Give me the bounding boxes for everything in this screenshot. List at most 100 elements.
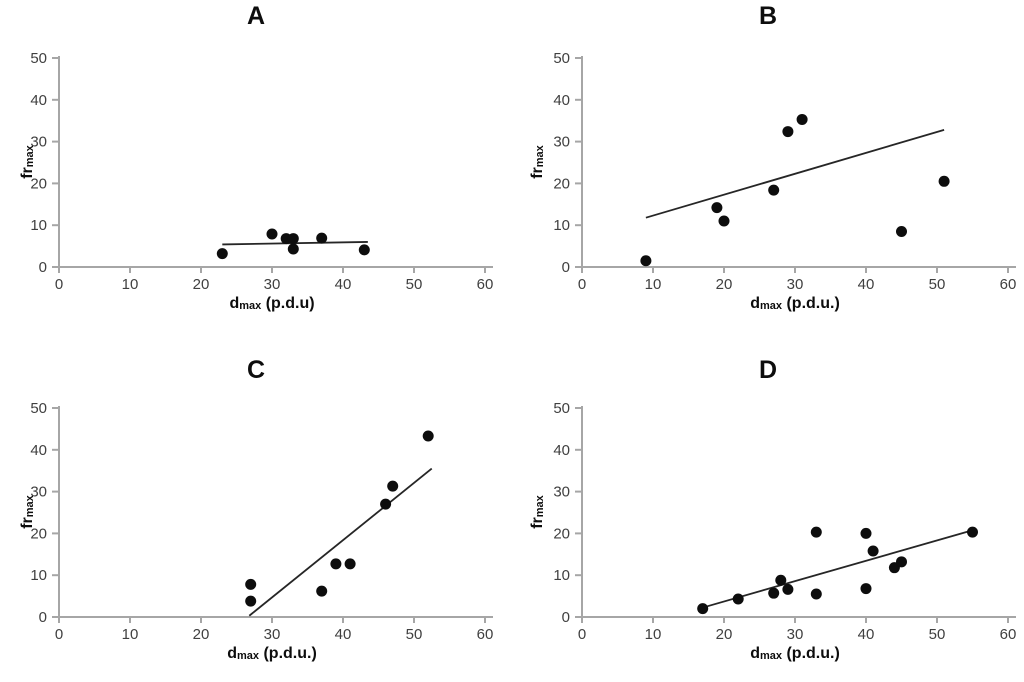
y-tick-label: 30 [553,484,570,501]
panel-title-d: D [758,356,778,384]
y-tick-label: 0 [562,609,570,626]
y-tick-label: 10 [30,217,47,234]
x-tick-label: 10 [122,626,139,643]
y-tick-label: 30 [30,484,47,501]
y-tick-label: 40 [553,92,570,109]
data-point [316,232,328,244]
y-axis-label-sub: max [534,145,546,168]
y-tick-label: 10 [553,217,570,234]
data-point [287,233,299,245]
data-point [245,595,257,607]
y-tick-label: 50 [553,400,570,417]
x-tick-label: 40 [858,626,875,643]
data-point [245,578,257,590]
y-axis-label-c: frmax [18,457,38,567]
y-tick-label: 50 [30,400,47,417]
y-axis-label-main: fr [529,517,546,529]
x-tick-label: 60 [477,276,494,293]
x-axis-label-sub: max [239,300,262,312]
x-tick-label: 30 [264,626,281,643]
data-point [768,184,780,196]
x-tick-label: 50 [929,626,946,643]
data-point [896,556,907,568]
data-point [860,527,872,539]
y-axis-label-main: fr [19,517,36,529]
y-axis-label-b: frmax [528,107,548,217]
data-point [768,587,780,599]
x-tick-label: 60 [477,626,494,643]
y-tick-label: 20 [553,525,570,542]
x-axis-label-sub: max [236,650,260,662]
x-tick-label: 50 [929,276,946,293]
data-point [266,228,278,240]
scatter-plot-c: 0 10 20 30 40 50 60 0 10 20 30 40 50 [30,400,494,643]
y-tick-label: 0 [562,259,570,276]
x-tick-label: 10 [122,276,139,293]
data-point [316,585,328,597]
y-tick-label: 20 [553,175,570,192]
x-tick-label: 40 [335,276,352,293]
y-axis-label-a: frmax [18,107,38,217]
x-tick-label: 10 [645,626,662,643]
panel-c: 0 10 20 30 40 50 60 0 10 20 30 40 50 C frmax dmax (p… [0,341,512,682]
data-point [782,583,794,595]
y-axis-label-sub: max [24,145,36,168]
data-point [718,215,730,227]
x-tick-label: 30 [787,276,804,293]
data-point [387,480,399,492]
x-axis-label-unit: (p.d.u.) [782,295,840,312]
panel-title-b: B [758,2,778,30]
x-tick-label: 20 [716,276,733,293]
x-axis-label-c: dmax (p.d.u.) [59,644,485,663]
y-tick-label: 0 [39,259,47,276]
data-point [287,243,299,255]
x-tick-label: 20 [716,626,733,643]
trend-line [701,530,971,609]
x-axis-label-d: dmax (p.d.u.) [582,644,1008,663]
data-point [697,603,709,615]
x-tick-label: 40 [335,626,352,643]
data-point [380,498,392,510]
data-point [640,255,652,267]
y-axis-label-main: fr [19,167,36,179]
data-point [938,175,950,187]
y-axis-label-d: frmax [528,457,548,567]
x-tick-label: 0 [55,626,63,643]
data-point [867,545,879,557]
y-tick-label: 10 [30,567,47,584]
y-tick-label: 20 [30,525,47,542]
y-tick-label: 40 [30,442,47,459]
data-point [860,583,872,595]
y-tick-label: 10 [553,567,570,584]
x-tick-label: 0 [578,626,586,643]
y-tick-label: 50 [553,50,570,67]
x-tick-label: 60 [1000,626,1017,643]
x-tick-label: 50 [406,626,423,643]
data-point [344,558,356,570]
y-axis-label-main: fr [529,167,546,179]
data-point [810,526,822,538]
data-point [330,558,342,570]
data-point [711,202,723,214]
x-axis-label-sub: max [759,650,783,662]
y-tick-label: 40 [30,92,47,109]
scatter-plot-d: 0 10 20 30 40 50 60 0 10 20 30 40 50 [553,400,1017,643]
x-tick-label: 0 [55,276,63,293]
y-tick-label: 30 [553,134,570,151]
x-tick-label: 50 [406,276,423,293]
y-tick-label: 40 [553,442,570,459]
data-point [896,225,907,237]
data-point [796,113,808,125]
x-axis-label-main: d [750,645,760,662]
data-point [967,526,978,538]
x-axis-label-main: d [750,295,760,312]
x-axis-label-sub: max [759,300,783,312]
data-point [775,574,787,586]
x-tick-label: 30 [787,626,804,643]
x-axis-label-a: dmax (p.d.u) [59,294,485,313]
y-tick-label: 50 [30,50,47,67]
y-tick-label: 30 [30,134,47,151]
x-axis-label-main: d [227,645,237,662]
y-axis-label-sub: max [24,495,36,518]
